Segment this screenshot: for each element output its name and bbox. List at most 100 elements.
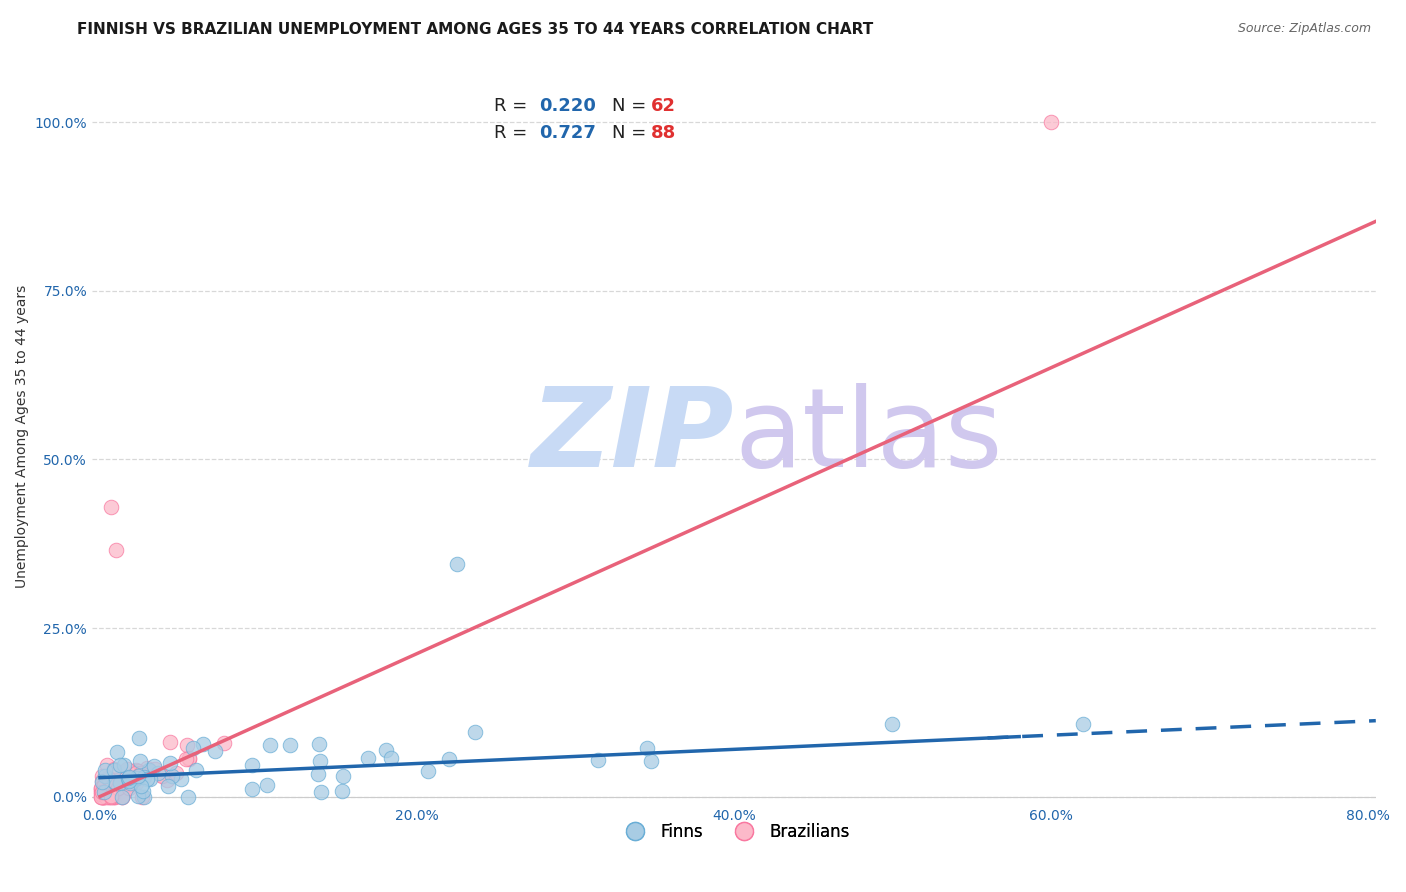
Point <box>464 725 486 739</box>
Point <box>103 762 125 776</box>
Point <box>165 766 187 780</box>
Point <box>193 738 215 752</box>
Point <box>111 788 134 802</box>
Text: N =: N = <box>612 97 652 115</box>
Point <box>132 789 155 804</box>
Point <box>640 754 662 768</box>
Point <box>446 557 468 571</box>
Point <box>184 763 207 777</box>
Point <box>98 780 121 794</box>
Point <box>136 772 159 786</box>
Point <box>150 769 173 783</box>
Point <box>177 789 200 804</box>
Point <box>97 785 120 799</box>
Point <box>110 789 132 804</box>
Point <box>118 772 141 787</box>
Point <box>120 774 142 789</box>
Point <box>108 776 131 790</box>
Point <box>90 789 112 804</box>
Point <box>91 789 114 804</box>
Point <box>115 781 138 796</box>
Point <box>118 781 141 796</box>
Point <box>132 784 155 798</box>
Point <box>98 775 121 789</box>
Point <box>332 769 354 783</box>
Point <box>100 789 122 804</box>
Point <box>159 756 181 771</box>
Point <box>104 773 127 788</box>
Point <box>120 776 142 790</box>
Text: atlas: atlas <box>734 383 1002 490</box>
Point <box>131 766 153 780</box>
Point <box>98 789 121 803</box>
Point <box>117 777 139 791</box>
Point <box>129 754 152 768</box>
Point <box>437 752 460 766</box>
Point <box>170 772 193 787</box>
Point <box>256 778 278 792</box>
Point <box>103 763 125 777</box>
Point <box>93 789 115 804</box>
Point <box>90 787 112 801</box>
Point <box>93 787 115 801</box>
Point <box>110 758 132 772</box>
Point <box>127 769 149 783</box>
Point <box>125 776 148 790</box>
Point <box>181 740 204 755</box>
Point <box>160 769 183 783</box>
Point <box>375 743 398 757</box>
Point <box>97 789 120 804</box>
Text: R =: R = <box>494 124 533 142</box>
Point <box>240 781 263 796</box>
Text: FINNISH VS BRAZILIAN UNEMPLOYMENT AMONG AGES 35 TO 44 YEARS CORRELATION CHART: FINNISH VS BRAZILIAN UNEMPLOYMENT AMONG … <box>77 22 873 37</box>
Point <box>98 789 121 803</box>
Text: 0.727: 0.727 <box>538 124 596 142</box>
Point <box>96 758 118 772</box>
Point <box>212 736 235 750</box>
Point <box>416 764 439 778</box>
Point <box>149 768 172 782</box>
Point <box>90 769 112 783</box>
Point <box>100 789 122 803</box>
Point <box>94 789 117 804</box>
Point <box>100 779 122 793</box>
Point <box>136 761 159 775</box>
Point <box>100 778 122 792</box>
Point <box>309 754 332 768</box>
Point <box>882 717 904 731</box>
Point <box>103 789 125 804</box>
Point <box>380 751 402 765</box>
Point <box>93 785 115 799</box>
Point <box>204 744 226 758</box>
Point <box>156 773 179 788</box>
Text: Source: ZipAtlas.com: Source: ZipAtlas.com <box>1237 22 1371 36</box>
Point <box>174 752 197 766</box>
Point <box>117 771 139 785</box>
Point <box>91 789 114 804</box>
Point <box>177 751 200 765</box>
Point <box>127 789 149 803</box>
Point <box>91 789 114 804</box>
Point <box>100 789 122 804</box>
Point <box>90 774 112 789</box>
Point <box>240 758 263 772</box>
Point <box>636 741 658 756</box>
Point <box>308 737 330 751</box>
Point <box>159 735 181 749</box>
Point <box>118 771 141 785</box>
Point <box>96 787 118 801</box>
Text: R =: R = <box>494 97 533 115</box>
Point <box>96 771 118 785</box>
Point <box>90 789 112 804</box>
Point <box>104 775 127 789</box>
Point <box>125 766 148 780</box>
Point <box>129 779 152 793</box>
Point <box>112 776 135 790</box>
Point <box>101 789 124 804</box>
Point <box>118 770 141 784</box>
Point <box>122 777 145 791</box>
Point <box>176 738 198 752</box>
Point <box>307 766 329 780</box>
Text: ZIP: ZIP <box>530 383 734 490</box>
Point <box>125 771 148 785</box>
